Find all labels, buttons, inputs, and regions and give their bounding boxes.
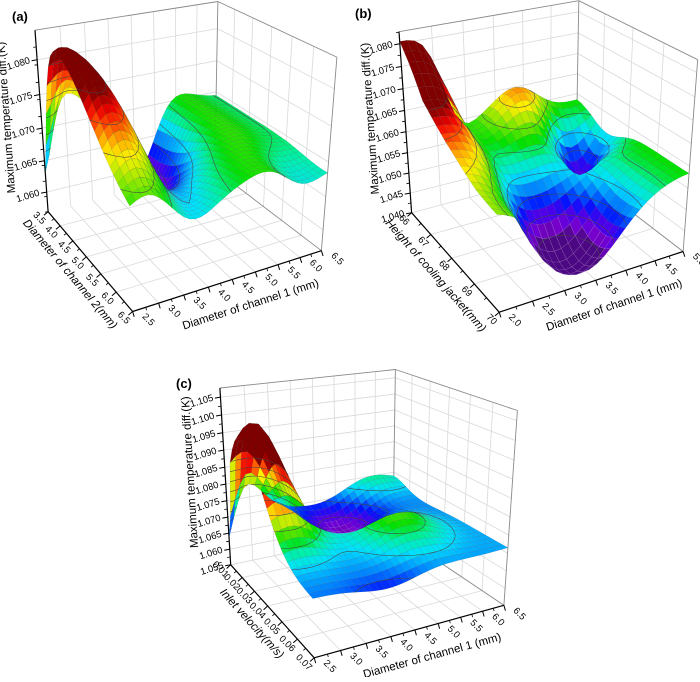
svg-text:(b): (b): [355, 6, 372, 21]
svg-text:(a): (a): [12, 9, 28, 24]
svg-text:(c): (c): [176, 376, 192, 391]
